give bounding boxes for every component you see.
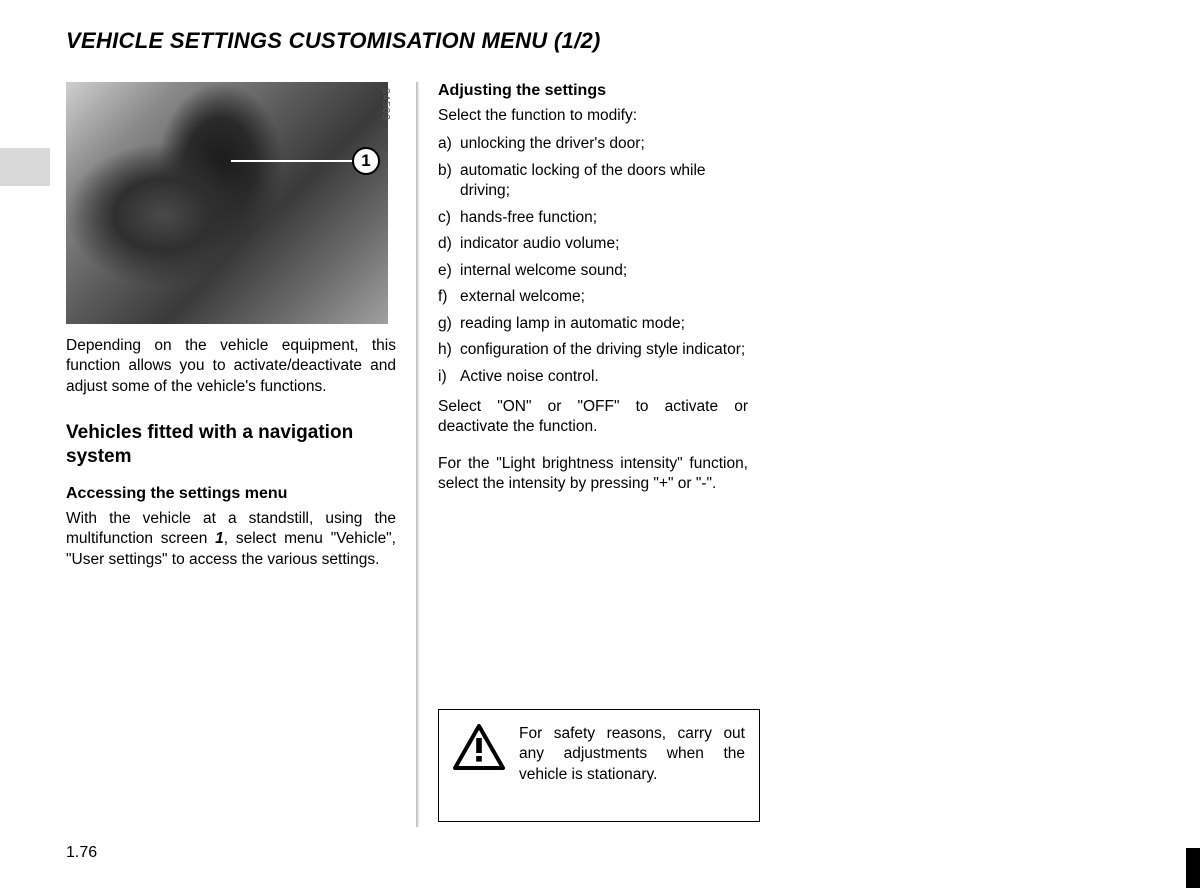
settings-list-item: i)Active noise control.	[438, 367, 748, 387]
dashboard-photo: 34503 1	[66, 82, 388, 324]
settings-list-item: b)automatic locking of the doors while d…	[438, 161, 748, 202]
on-off-paragraph: Select "ON" or "OFF" to activate or deac…	[438, 397, 748, 438]
list-text: reading lamp in automatic mode;	[460, 314, 748, 334]
warning-box: For safety reasons, carry out any adjust…	[438, 709, 760, 822]
settings-list-item: h)configuration of the driving style ind…	[438, 340, 748, 360]
warning-text: For safety reasons, carry out any adjust…	[519, 724, 745, 785]
list-text: unlocking the driver's door;	[460, 134, 748, 154]
column-divider	[416, 82, 420, 827]
settings-list-item: e)internal welcome sound;	[438, 261, 748, 281]
list-letter: f)	[438, 287, 460, 307]
settings-list: a)unlocking the driver's door;b)automati…	[438, 134, 748, 387]
subheading-adjusting: Adjusting the settings	[438, 82, 748, 100]
list-letter: e)	[438, 261, 460, 281]
warning-triangle-icon	[453, 724, 505, 770]
list-letter: i)	[438, 367, 460, 387]
settings-list-item: f)external welcome;	[438, 287, 748, 307]
column-left: 34503 1 Depending on the vehicle equipme…	[66, 82, 416, 852]
page-number: 1.76	[66, 844, 97, 862]
settings-list-item: d)indicator audio volume;	[438, 234, 748, 254]
list-letter: g)	[438, 314, 460, 334]
list-text: configuration of the driving style indic…	[460, 340, 748, 360]
screen-reference: 1	[215, 530, 224, 547]
brightness-paragraph: For the "Light brightness intensity" fun…	[438, 454, 748, 495]
manual-page: VEHICLE SETTINGS CUSTOMISATION MENU (1/2…	[0, 0, 1200, 888]
column-right: Adjusting the settings Select the functi…	[416, 82, 766, 852]
list-letter: a)	[438, 134, 460, 154]
settings-list-item: c)hands-free function;	[438, 208, 748, 228]
list-letter: c)	[438, 208, 460, 228]
content-columns: 34503 1 Depending on the vehicle equipme…	[66, 82, 1140, 852]
list-text: hands-free function;	[460, 208, 748, 228]
list-text: indicator audio volume;	[460, 234, 748, 254]
callout-line	[231, 160, 354, 162]
list-letter: d)	[438, 234, 460, 254]
list-text: external welcome;	[460, 287, 748, 307]
photo-reference-number: 34503	[380, 88, 391, 121]
list-text: internal welcome sound;	[460, 261, 748, 281]
corner-crop-mark	[1186, 848, 1200, 888]
list-letter: h)	[438, 340, 460, 360]
list-letter: b)	[438, 161, 460, 202]
settings-list-item: a)unlocking the driver's door;	[438, 134, 748, 154]
subheading-accessing: Accessing the settings menu	[66, 485, 396, 503]
intro-paragraph: Depending on the vehicle equipment, this…	[66, 336, 396, 397]
list-text: Active noise control.	[460, 367, 748, 387]
side-tab	[0, 148, 50, 186]
callout-circle: 1	[352, 147, 380, 175]
settings-list-item: g)reading lamp in automatic mode;	[438, 314, 748, 334]
accessing-paragraph: With the vehicle at a standstill, using …	[66, 509, 396, 570]
adjusting-intro: Select the function to modify:	[438, 106, 748, 126]
page-title: VEHICLE SETTINGS CUSTOMISATION MENU (1/2…	[66, 28, 1140, 54]
section-heading-vehicles-nav: Vehicles fitted with a navigation system	[66, 421, 396, 469]
list-text: automatic locking of the doors while dri…	[460, 161, 748, 202]
